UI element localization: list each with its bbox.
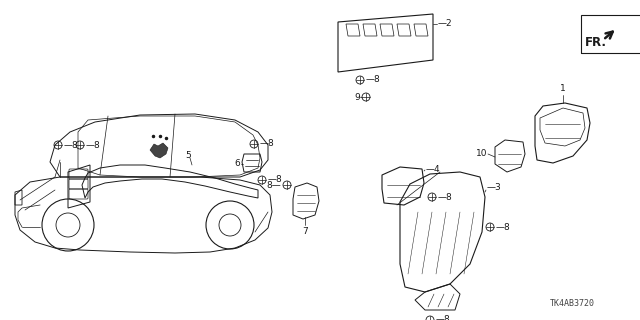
Text: —4: —4 bbox=[426, 164, 440, 173]
Text: TK4AB3720: TK4AB3720 bbox=[550, 299, 595, 308]
Text: —3: —3 bbox=[487, 182, 502, 191]
Text: 6: 6 bbox=[234, 159, 240, 169]
Text: —2: —2 bbox=[438, 20, 452, 28]
Text: —8: —8 bbox=[64, 140, 79, 149]
Text: —8: —8 bbox=[496, 222, 511, 231]
Text: 10: 10 bbox=[476, 149, 487, 158]
Text: 9: 9 bbox=[355, 92, 360, 101]
Text: 5: 5 bbox=[185, 151, 191, 161]
Text: 1: 1 bbox=[560, 84, 566, 93]
Text: —8: —8 bbox=[438, 193, 452, 202]
Text: —8: —8 bbox=[260, 140, 275, 148]
Polygon shape bbox=[150, 143, 168, 158]
Text: 8—: 8— bbox=[266, 180, 281, 189]
Text: —8: —8 bbox=[436, 316, 451, 320]
Text: —8: —8 bbox=[268, 175, 283, 185]
Text: —8: —8 bbox=[86, 140, 100, 149]
Text: FR.: FR. bbox=[585, 36, 607, 49]
Text: —8: —8 bbox=[366, 76, 381, 84]
Text: 7: 7 bbox=[302, 227, 308, 236]
